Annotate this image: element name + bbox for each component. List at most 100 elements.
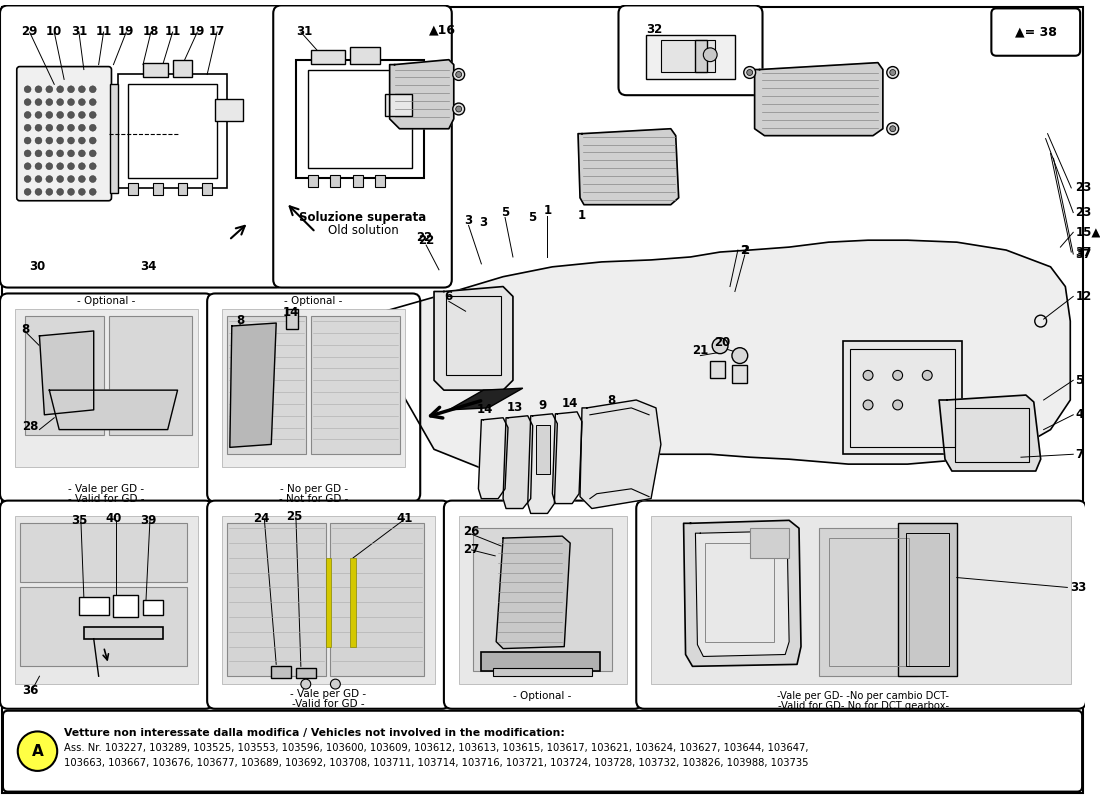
Text: 31: 31	[296, 25, 312, 38]
Text: 12: 12	[1075, 290, 1091, 303]
Text: Vetture non interessate dalla modifica / Vehicles not involved in the modificati: Vetture non interessate dalla modifica /…	[64, 729, 565, 738]
Circle shape	[703, 48, 717, 62]
Bar	[286, 310, 298, 329]
Circle shape	[89, 86, 96, 93]
Bar	[110, 84, 119, 193]
Circle shape	[18, 731, 57, 771]
Circle shape	[57, 137, 64, 144]
Bar	[705, 543, 774, 642]
Circle shape	[46, 162, 53, 170]
Bar	[750, 528, 789, 558]
Text: -Valid for GD- No for DCT gearbox-: -Valid for GD- No for DCT gearbox-	[778, 701, 948, 710]
Text: 25: 25	[286, 510, 302, 523]
Circle shape	[453, 103, 464, 115]
Bar	[493, 668, 592, 676]
FancyBboxPatch shape	[273, 6, 452, 287]
Text: 17: 17	[209, 25, 226, 38]
Circle shape	[57, 98, 64, 106]
Bar	[20, 523, 187, 582]
Polygon shape	[939, 395, 1041, 471]
Text: - Valid for GD -: - Valid for GD -	[68, 494, 145, 504]
Circle shape	[712, 338, 728, 354]
Text: - Vale per GD -: - Vale per GD -	[290, 689, 366, 699]
Text: 14: 14	[562, 398, 579, 410]
FancyBboxPatch shape	[444, 501, 642, 709]
Text: 1: 1	[543, 204, 551, 217]
Bar	[651, 516, 1071, 684]
Circle shape	[67, 162, 75, 170]
Bar	[222, 310, 406, 467]
Text: 34: 34	[140, 260, 156, 274]
Bar	[214, 99, 243, 121]
Polygon shape	[385, 240, 1070, 469]
FancyBboxPatch shape	[0, 6, 284, 287]
Text: 39: 39	[140, 514, 156, 527]
Bar	[129, 84, 217, 178]
Text: -Vale per GD- -No per cambio DCT-: -Vale per GD- -No per cambio DCT-	[777, 691, 949, 701]
FancyBboxPatch shape	[207, 294, 420, 502]
Text: 8: 8	[607, 394, 616, 406]
Circle shape	[46, 124, 53, 131]
Text: 7: 7	[1075, 448, 1084, 461]
Bar	[308, 70, 412, 168]
Circle shape	[35, 137, 42, 144]
Circle shape	[67, 124, 75, 131]
Text: 32: 32	[646, 23, 662, 36]
Bar	[446, 297, 502, 375]
Bar	[850, 349, 955, 447]
Circle shape	[89, 111, 96, 118]
Circle shape	[78, 175, 86, 182]
Polygon shape	[496, 536, 570, 649]
Polygon shape	[552, 412, 582, 503]
Circle shape	[732, 348, 748, 363]
Bar	[202, 183, 212, 195]
Bar	[844, 341, 961, 454]
Circle shape	[78, 98, 86, 106]
Circle shape	[89, 150, 96, 157]
Text: - Optional -: - Optional -	[514, 691, 572, 701]
Bar	[308, 175, 318, 187]
Circle shape	[35, 175, 42, 182]
Text: 37: 37	[1075, 246, 1091, 258]
Circle shape	[78, 162, 86, 170]
Circle shape	[35, 162, 42, 170]
Text: 5: 5	[1075, 374, 1084, 386]
Text: 19: 19	[118, 25, 134, 38]
Circle shape	[35, 189, 42, 195]
Polygon shape	[578, 129, 679, 205]
Bar	[905, 533, 949, 666]
Circle shape	[893, 370, 903, 380]
Circle shape	[24, 162, 31, 170]
Polygon shape	[434, 286, 513, 390]
Circle shape	[67, 175, 75, 182]
Text: 2: 2	[740, 243, 748, 257]
Circle shape	[24, 175, 31, 182]
Text: 3: 3	[480, 216, 487, 229]
Bar	[828, 538, 910, 666]
Bar	[732, 366, 747, 383]
Circle shape	[67, 150, 75, 157]
Circle shape	[57, 124, 64, 131]
Text: 23: 23	[1075, 206, 1091, 219]
Text: Soluzione superata: Soluzione superata	[299, 211, 427, 224]
Text: 30: 30	[30, 260, 46, 274]
Text: 31: 31	[70, 25, 87, 38]
Polygon shape	[695, 531, 789, 657]
Text: 1: 1	[578, 209, 586, 222]
Circle shape	[455, 106, 462, 112]
FancyBboxPatch shape	[16, 66, 111, 201]
Bar	[326, 558, 331, 646]
Text: 37: 37	[1075, 247, 1091, 261]
Circle shape	[78, 111, 86, 118]
Circle shape	[57, 111, 64, 118]
Text: 28: 28	[22, 420, 38, 433]
Text: 35: 35	[70, 514, 87, 527]
Bar	[955, 408, 1028, 462]
Text: - Optional -: - Optional -	[77, 296, 135, 306]
Polygon shape	[683, 520, 801, 666]
Circle shape	[35, 124, 42, 131]
Text: 15▲: 15▲	[1075, 226, 1100, 239]
Text: 40: 40	[106, 513, 122, 526]
Circle shape	[89, 175, 96, 182]
Circle shape	[890, 70, 895, 75]
